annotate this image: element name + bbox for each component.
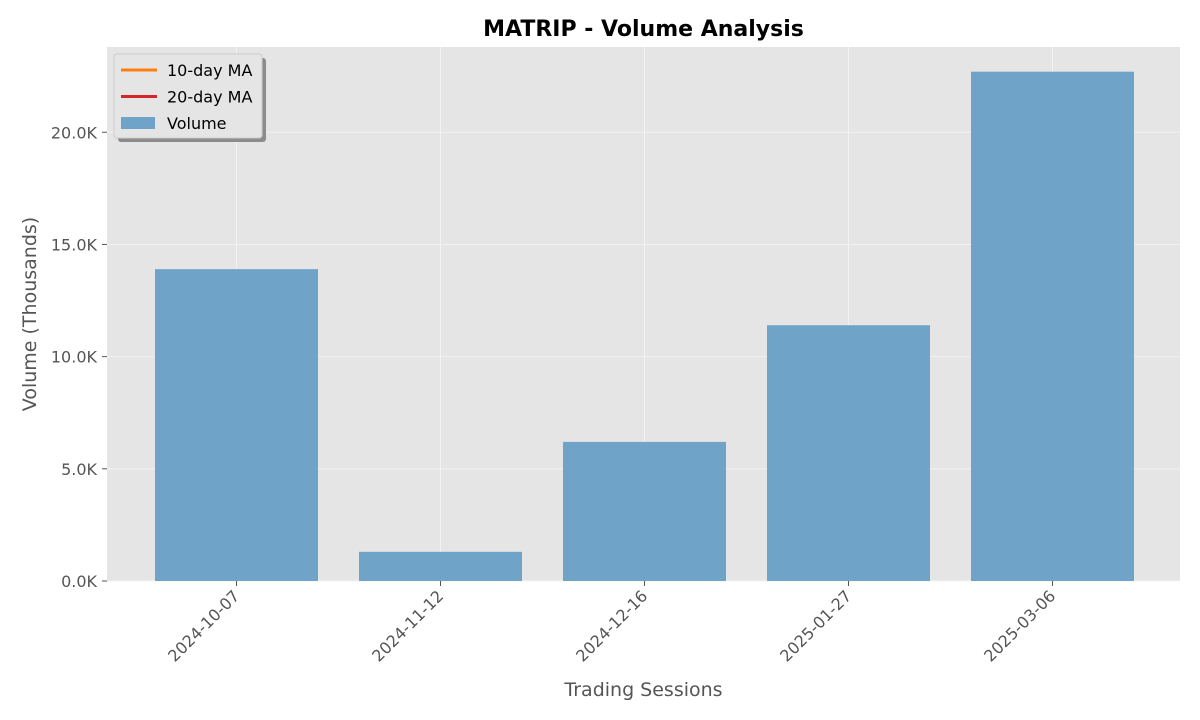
bar-2024-10-07 [155, 269, 318, 581]
chart-title: MATRIP - Volume Analysis [483, 17, 804, 42]
y-tick-label: 5.0K [61, 460, 97, 479]
bar-2025-01-27 [767, 325, 930, 581]
bar-2024-11-12 [359, 551, 522, 581]
legend-label: Volume [167, 114, 227, 133]
legend-swatch-patch [121, 117, 155, 129]
y-tick-label: 0.0K [61, 572, 97, 591]
x-axis-label: Trading Sessions [563, 679, 722, 701]
y-tick-label: 20.0K [51, 123, 98, 142]
y-axis-label: Volume (Thousands) [19, 217, 41, 411]
bar-2025-03-06 [971, 71, 1134, 582]
y-tick-label: 10.0K [51, 348, 98, 367]
bar-2024-12-16 [563, 441, 726, 581]
legend-label: 20-day MA [167, 88, 252, 107]
y-tick-label: 15.0K [51, 235, 98, 254]
bars [155, 71, 1134, 582]
legend-label: 10-day MA [167, 61, 252, 80]
legend: 10-day MA 20-day MA Volume [113, 53, 266, 142]
